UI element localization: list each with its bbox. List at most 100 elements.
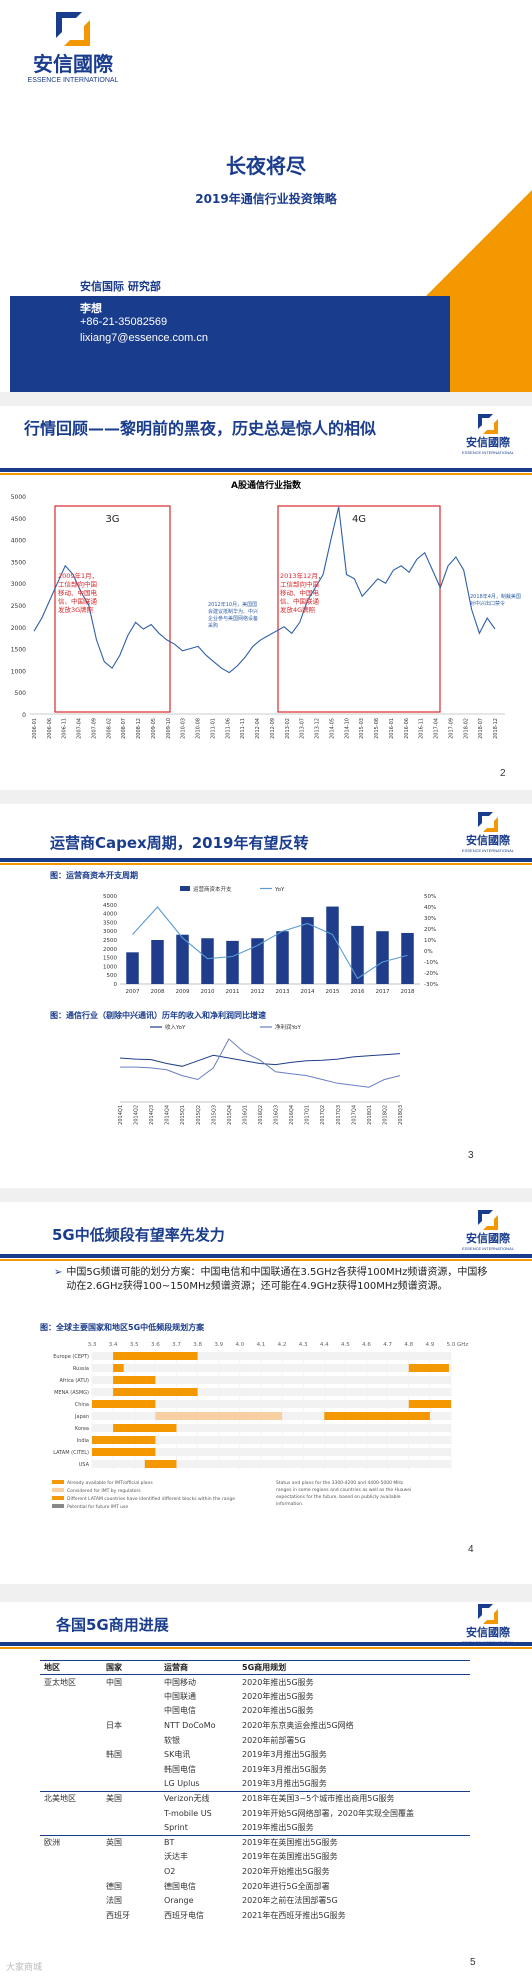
x-tick-label: 2006-01 [32, 718, 38, 739]
annotation-line: 采购 [208, 622, 218, 629]
period-box [54, 505, 171, 713]
spectrum-chart: 3.3 3.4 3.5 3.6 3.7 3.8 3.9 4.0 4.1 4.2 4.3 4.4 4.5 4… [52, 1342, 468, 1510]
cell-plan: 2019年开始5G网络部署，2020年实现全国覆盖 [242, 1808, 415, 1818]
cell-operator: 沃达丰 [164, 1852, 188, 1862]
cell-country: 美国 [102, 1790, 160, 1806]
x-tick: 2015-08 [374, 718, 380, 739]
x-tick-label: 2013 [276, 989, 290, 995]
freq-tick-label: 5.0 [447, 1342, 456, 1348]
x-tick-label: 2009-10 [166, 718, 172, 739]
x-tick-label: 2009-05 [151, 718, 157, 739]
band-bar [113, 1376, 156, 1384]
y-tick-label: 2000 [103, 947, 117, 953]
x-tick-label: 2006-06 [47, 718, 53, 739]
freq-tick-label: 3.4 [109, 1342, 118, 1348]
x-tick-label: 2012-04 [255, 718, 261, 739]
band-bar [324, 1412, 430, 1420]
cell-operator: 中国电信 [164, 1706, 196, 1716]
x-tick-label: 2014Q4 [165, 1105, 171, 1125]
cell-plan: 2020年东京奥运会推出5G网络 [242, 1721, 354, 1731]
x-tick: 2018Q3 [398, 1105, 404, 1125]
annotation-line: 2012年10月，美国国 [208, 601, 257, 608]
x-tick: 2017Q1 [305, 1105, 311, 1125]
x-tick-label: 2012-09 [270, 718, 276, 739]
capex-bar [301, 917, 314, 984]
x-tick: 2017Q3 [336, 1105, 342, 1125]
slide3-logo: 安信國際 ESSENCE INTERNATIONAL [456, 812, 520, 853]
annotation-line: 企业参与美国网络设备 [208, 615, 258, 622]
x-tick-label: 2017 [376, 989, 390, 995]
author-name: 李想 [80, 302, 102, 315]
cell-plan: 2019年3月推出5G服务 [242, 1764, 327, 1774]
table-row: 德国 德国电信 2020年进行5G全面部署 [40, 1879, 470, 1894]
y-tick-label: 1500 [11, 647, 26, 654]
x-tick: 2011-06 [225, 718, 231, 739]
cell-country [102, 1820, 160, 1835]
cell-region [40, 1806, 102, 1821]
legend-label: Already available for IMT/official plans [67, 1480, 153, 1486]
x-tick-label: 2017Q3 [336, 1105, 342, 1125]
profit-yoy-line [120, 1038, 401, 1088]
commercial-progress-slide: 各国5G商用进展 安信國際 ESSENCE INTERNATIONAL 地区 国… [0, 1602, 532, 1980]
logo-name: 安信國際 [466, 1626, 510, 1639]
cell-country [102, 1689, 160, 1704]
capex-bar [126, 952, 139, 984]
logo-name: 安信國際 [466, 436, 510, 449]
x-tick: 2015Q3 [211, 1105, 217, 1125]
logo-sub: ESSENCE INTERNATIONAL [462, 450, 514, 455]
x-tick-label: 2017-09 [448, 718, 454, 739]
x-tick: 2013-12 [315, 718, 321, 739]
cell-country: 日本 [106, 1721, 122, 1731]
x-tick: 2008-12 [136, 718, 142, 739]
x-tick: 2006-06 [47, 718, 53, 739]
capex-slide: 运营商Capex周期，2019年有望反转 安信國際 ESSENCE INTERN… [0, 804, 532, 1188]
capex-bar [226, 940, 239, 984]
table-row: 日本 NTT DoCoMo 2020年东京奥运会推出5G网络 [40, 1718, 470, 1733]
capex-bar [326, 906, 339, 984]
x-tick-label: 2011 [226, 989, 240, 995]
x-tick: 2006-11 [62, 718, 68, 739]
band-bar [113, 1364, 124, 1372]
cell-plan: 2020年进行5G全面部署 [242, 1881, 330, 1891]
y-tick-label: 4500 [103, 903, 117, 909]
x-tick: 2017-04 [434, 718, 440, 739]
x-tick-label: 2017Q1 [305, 1105, 311, 1125]
freq-tick-label: 4.7 [383, 1342, 392, 1348]
x-tick-label: 2015-03 [359, 718, 365, 739]
x-tick-label: 2018Q1 [367, 1105, 373, 1125]
x-tick-label: 2014-10 [344, 718, 350, 739]
y2-tick-label: -30% [424, 982, 438, 988]
x-tick: 2007-09 [91, 718, 97, 739]
freq-tick-label: 4.5 [341, 1342, 350, 1348]
cell-operator: 韩国电信 [164, 1764, 196, 1774]
cell-region: 北美地区 [40, 1790, 102, 1806]
fig-caption: 图：全球主要国家和地区5G中低频段规划方案 [40, 1323, 205, 1332]
market-review-slide: 行情回顾——黎明前的黑夜，历史总是惊人的相似 安信國際 ESSENCE INTE… [0, 406, 532, 790]
logo-name: 安信國際 [33, 52, 113, 76]
x-tick: 2014Q3 [149, 1105, 155, 1125]
x-tick-label: 2015-08 [374, 718, 380, 739]
annotation-line: 发放3G牌照 [58, 605, 94, 614]
logo-mark-icon [56, 12, 90, 46]
x-tick-label: 2013-02 [285, 718, 291, 739]
revenue-yoy-line [119, 1053, 401, 1067]
logo-mark-icon [478, 1210, 498, 1230]
y2-tick-label: 20% [424, 927, 436, 933]
region-row-bg [92, 1436, 451, 1444]
cell-operator: 中国移动 [164, 1677, 196, 1687]
region-label: Europe (CEPT) [53, 1354, 89, 1360]
y2-tick-label: 10% [424, 938, 436, 944]
author-email[interactable]: lixiang7@essence.com.cn [80, 332, 208, 344]
logo-mark-icon [478, 812, 498, 832]
freq-tick-label: 4.6 [362, 1342, 371, 1348]
x-tick-label: 2016Q4 [289, 1105, 295, 1125]
y2-tick-label: -10% [424, 960, 438, 966]
table-row: O2 2020年开始推出5G服务 [40, 1864, 470, 1879]
table-row: 亚太地区 中国 中国移动 2020年推出5G服务 [40, 1675, 470, 1690]
region-label: Russia [73, 1366, 89, 1372]
col-operator: 运营商 [160, 1660, 238, 1675]
freq-unit: GHz [457, 1342, 468, 1348]
cell-plan: 2018年在美国3~5个城市推出商用5G服务 [238, 1790, 470, 1806]
x-tick-label: 2017-04 [434, 718, 440, 739]
x-tick-label: 2006-11 [62, 718, 68, 739]
